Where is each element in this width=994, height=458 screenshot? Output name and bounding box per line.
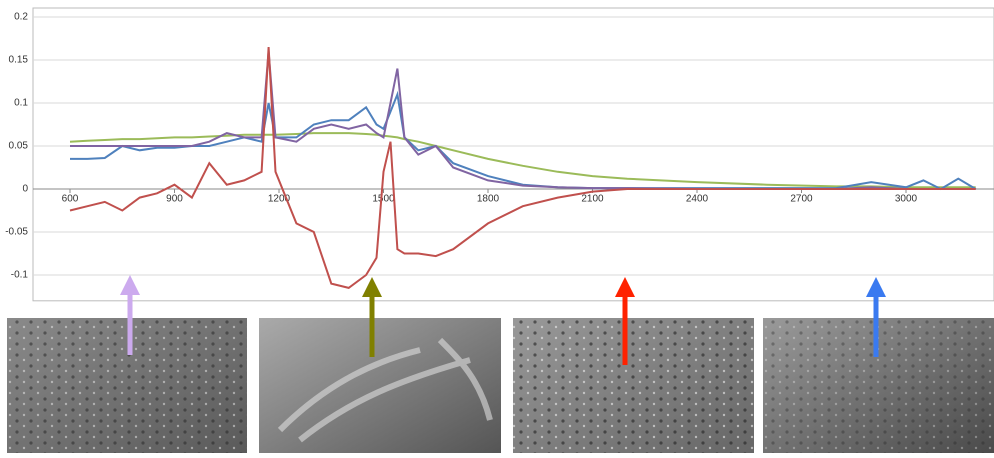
x-tick-label: 900 xyxy=(166,194,183,205)
x-tick-label: 2700 xyxy=(790,194,813,205)
x-tick-label: 1800 xyxy=(477,194,500,205)
x-tick-label: 1500 xyxy=(372,194,395,205)
photo-texture xyxy=(277,337,493,443)
arrows xyxy=(120,275,886,365)
photos xyxy=(7,318,994,453)
x-tick-label: 3000 xyxy=(895,194,918,205)
y-tick-label: 0.05 xyxy=(9,141,29,152)
photo-texture xyxy=(7,318,247,453)
arrow-head xyxy=(866,277,886,297)
y-tick-label: -0.05 xyxy=(5,227,28,238)
series-line xyxy=(69,47,976,289)
photo xyxy=(259,318,501,453)
arrow-head xyxy=(120,275,140,295)
photo-texture xyxy=(513,318,754,453)
x-tick-label: 1200 xyxy=(268,194,291,205)
series-line xyxy=(69,132,976,189)
x-tick-label: 2100 xyxy=(581,194,604,205)
arrow-head xyxy=(615,277,635,297)
y-tick-label: 0 xyxy=(22,184,28,195)
y-tick-label: 0.15 xyxy=(9,55,29,66)
y-tick-label: 0.2 xyxy=(14,12,28,23)
x-tick-label: 600 xyxy=(62,194,79,205)
arrow-head xyxy=(362,277,382,297)
plot-frame xyxy=(32,7,994,302)
x-tick-label: 2400 xyxy=(686,194,709,205)
y-tick-label: -0.1 xyxy=(11,270,29,281)
plot-area: 0.2 0.15 0.1 0.05 0 -0.05 -0.1 600 900 1200 1500 18… xyxy=(5,7,994,302)
y-tick-label: 0.1 xyxy=(14,98,28,109)
